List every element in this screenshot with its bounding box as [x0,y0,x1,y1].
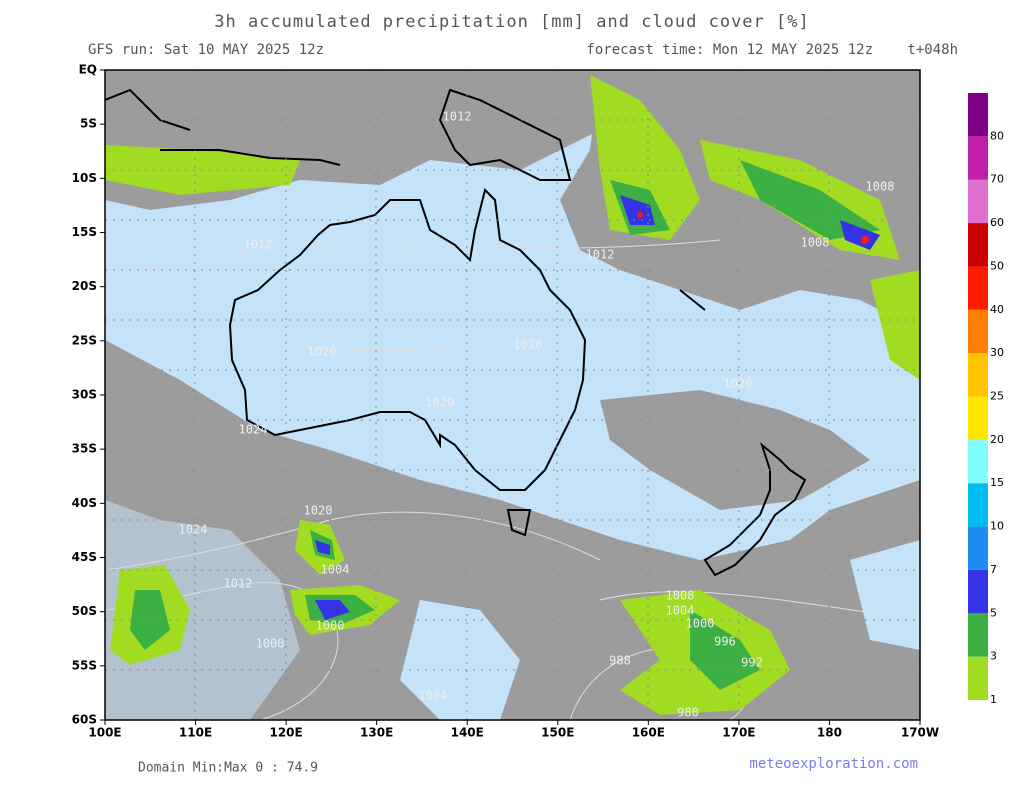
isobar-label: 1024 [239,423,268,437]
lat-label: 15S [72,225,97,239]
colorbar-label: 25 [990,390,1004,403]
lat-label: 50S [72,604,97,618]
colorbar-label: 60 [990,216,1004,229]
isobar-label: 1012 [443,110,472,124]
colorbar-label: 20 [990,433,1004,446]
isobar-label: 1020 [426,396,455,410]
lon-label: 160E [632,726,665,740]
colorbar-label: 50 [990,259,1004,272]
colorbar-box [968,396,988,440]
isobar-label: 1020 [514,338,543,352]
isobar-label: 1020 [308,345,337,359]
lon-label: 120E [269,726,302,740]
lat-label: 45S [72,550,97,564]
lon-label: 170W [901,726,939,740]
lat-label: 20S [72,279,97,293]
lon-label: 140E [451,726,484,740]
isobar-label: 1000 [686,617,715,631]
isobar-label: 1024 [179,523,208,537]
isobar-label: 1004 [321,563,350,577]
lon-label: 110E [179,726,212,740]
isobar-label: 1012 [586,248,615,262]
lat-label: 10S [72,171,97,185]
isobar-label: 1004 [419,689,448,703]
colorbar-label: 1 [990,693,997,706]
isobar-label: 992 [741,656,763,670]
colorbar-box [968,569,988,614]
isobar-label: 996 [714,635,736,649]
lat-label: 55S [72,658,97,672]
colorbar-label: 70 [990,173,1004,186]
lat-label: 25S [72,333,97,347]
isobar-label: 1012 [224,577,253,591]
colorbar-label: 10 [990,520,1004,533]
isobar-label: 1012 [244,238,273,252]
colorbar-label: 80 [990,129,1004,142]
colorbar-label: 7 [990,563,997,576]
colorbar-box [968,93,988,137]
isobar-label: 1000 [256,637,285,651]
lat-label: EQ [79,63,97,77]
colorbar-box [968,483,988,527]
isobar-label: 1004 [666,604,695,618]
site: meteoexploration.com [749,756,918,772]
isobar-label: 1008 [866,180,895,194]
colorbar-label: 5 [990,606,997,619]
isobar-label: 1020 [304,504,333,518]
colorbar-box [968,526,988,570]
isobar-label: 1000 [316,619,345,633]
forecast-time: forecast time: Mon 12 MAY 2025 12z [586,42,873,58]
colorbar-box [968,136,988,180]
colorbar-box [968,439,988,484]
lat-label: 35S [72,442,97,456]
lon-label: 170E [722,726,755,740]
lat-label: 5S [80,117,97,131]
title: 3h accumulated precipitation [mm] and cl… [214,12,809,32]
colorbar-box [968,266,988,310]
isobar-label: 980 [677,706,699,720]
lead-time: t+048h [907,42,958,58]
lat-label: 60S [72,713,97,727]
isobar-label: 1008 [801,236,830,250]
colorbar-box [968,179,988,224]
lon-label: 100E [88,726,121,740]
colorbar-label: 3 [990,650,997,663]
colorbar-label: 40 [990,303,1004,316]
isobar-label: 1020 [724,377,753,391]
colorbar-box [968,309,988,354]
colorbar-box [968,353,988,397]
isobar-label: 1008 [666,589,695,603]
domain-minmax: Domain Min:Max 0 : 74.9 [138,761,318,776]
map: 1012 1012 1012 1008 1008 1020 1020 1020 1020 1024… [105,70,920,720]
lon-label: 130E [360,726,393,740]
colorbar-box [968,656,988,700]
lon-label: 150E [541,726,574,740]
lon-label: 180 [817,726,842,740]
colorbar-label: 15 [990,476,1004,489]
isobar-label: 988 [609,654,631,668]
lat-label: 40S [72,496,97,510]
colorbar-box [968,223,988,267]
lat-label: 30S [72,388,97,402]
colorbar-label: 30 [990,346,1004,359]
colorbar-box [968,613,988,657]
run: GFS run: Sat 10 MAY 2025 12z [88,42,324,58]
